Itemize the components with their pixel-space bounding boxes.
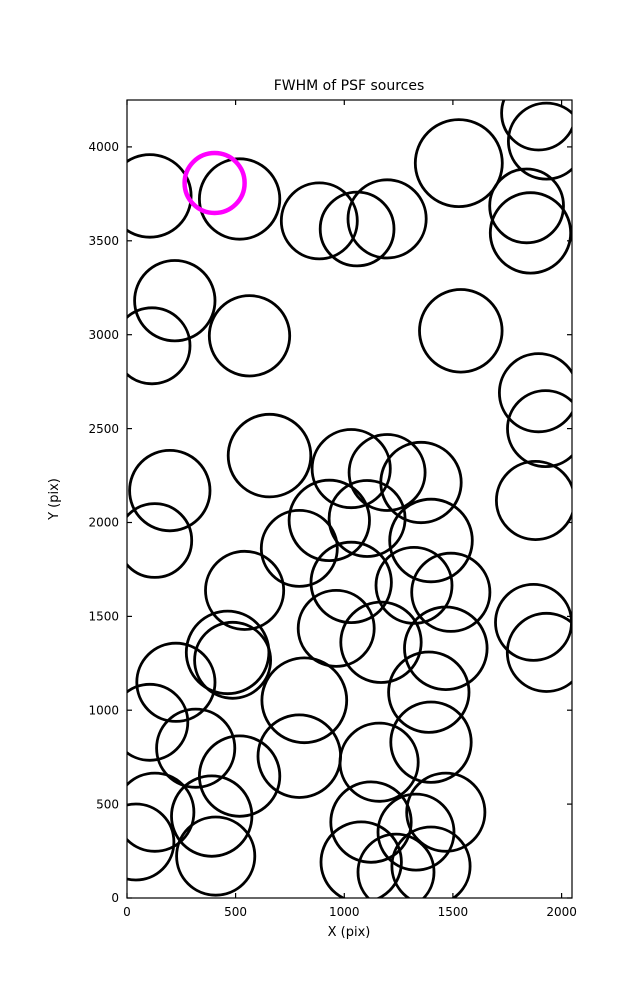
y-tick-label: 4000: [88, 140, 119, 154]
psf-source-circle: [495, 460, 572, 541]
psf-source-circle: [135, 641, 217, 723]
y-tick-label: 500: [96, 797, 119, 811]
psf-source-circle: [389, 700, 473, 784]
psf-source-circle: [127, 502, 194, 579]
psf-source-circle: [207, 294, 292, 378]
psf-source-circle: [296, 589, 376, 668]
psf-source-circle: [198, 734, 282, 818]
psf-source-circle: [327, 479, 407, 558]
psf-source-circle: [204, 549, 286, 631]
psf-source-circle: [226, 412, 313, 499]
psf-source-circle: [287, 478, 371, 563]
psf-source-circle: [127, 802, 176, 882]
psf-source-circle: [309, 540, 393, 625]
psf-source-circle: [418, 288, 504, 374]
psf-source-circle: [498, 352, 572, 434]
psf-source-circle: [339, 600, 423, 684]
ticks-layer: 0 500 1000 1500 2000 0 500 1000 1500 2000 2500 3000…: [88, 100, 577, 919]
psf-source-circle: [279, 181, 359, 261]
psf-source-circle: [338, 721, 420, 803]
psf-source-circle: [507, 101, 572, 181]
y-tick-label: 1500: [88, 610, 119, 624]
x-tick-label: 2000: [546, 905, 577, 919]
x-axis-label: X (pix): [328, 925, 371, 940]
psf-source-circle: [346, 178, 428, 260]
x-tick-label: 1500: [438, 905, 469, 919]
psf-source-circle: [128, 448, 212, 533]
psf-source-circle: [488, 191, 572, 275]
x-tick-label: 1000: [329, 905, 360, 919]
psf-source-circle: [390, 825, 472, 898]
y-tick-label: 2500: [88, 422, 119, 436]
psf-source-circle: [500, 100, 572, 152]
psf-source-circle: [127, 771, 196, 853]
psf-source-circle: [127, 682, 190, 762]
psf-source-circle: [133, 259, 217, 343]
psf-source-circle: [193, 620, 273, 700]
psf-source-circle: [403, 605, 489, 691]
psf-source-circle: [319, 820, 403, 898]
psf-source-circle: [387, 650, 471, 734]
psf-source-circle: [127, 306, 192, 386]
psf-source-circle: [175, 815, 257, 897]
y-tick-label: 0: [111, 891, 119, 905]
psf-source-circle: [127, 153, 193, 239]
psf-source-circle: [170, 774, 254, 858]
x-tick-label: 0: [123, 905, 131, 919]
axes-frame: [126, 99, 573, 899]
psf-source-circle: [506, 389, 572, 468]
psf-source-circle: [310, 428, 392, 510]
psf-source-circle: [198, 157, 282, 241]
y-axis-label: Y (pix): [47, 478, 62, 521]
psf-sources-layer: [127, 100, 572, 898]
psf-source-circle: [376, 792, 456, 872]
psf-source-circle: [259, 509, 339, 588]
psf-source-circle: [356, 832, 436, 898]
psf-source-circle: [388, 497, 474, 584]
plot-title: FWHM of PSF sources: [274, 78, 425, 94]
psf-source-circle: [413, 118, 504, 209]
psf-source-circle: [505, 611, 572, 693]
y-tick-label: 1000: [88, 703, 119, 717]
y-tick-label: 3000: [88, 328, 119, 342]
psf-source-circle: [410, 551, 492, 633]
plot-area: [127, 100, 572, 898]
x-tick-label: 500: [224, 905, 247, 919]
psf-source-circle: [155, 707, 237, 789]
y-tick-label: 2000: [88, 516, 119, 530]
psf-source-circle: [260, 656, 349, 745]
psf-source-circle: [329, 780, 413, 864]
psf-source-circle: [347, 433, 427, 512]
y-tick-label: 3500: [88, 234, 119, 248]
highlighted-psf-circle: [182, 150, 247, 216]
psf-source-circle: [488, 167, 565, 245]
psf-source-circle: [405, 771, 487, 853]
